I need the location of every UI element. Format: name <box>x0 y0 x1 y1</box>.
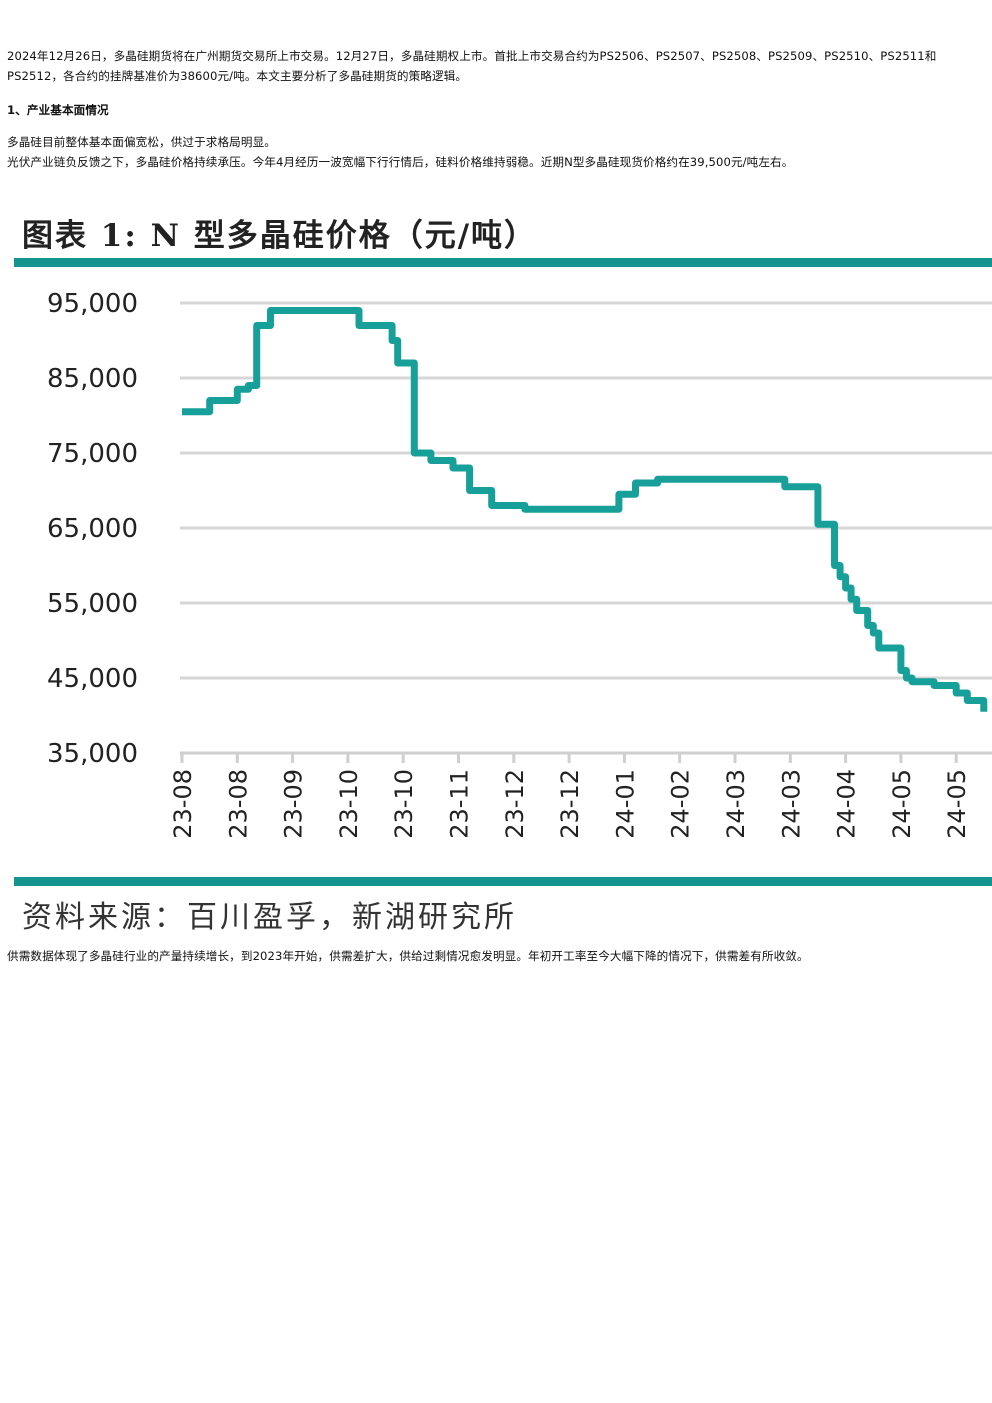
intro-paragraph: 2024年12月26日，多晶硅期货将在广州期货交易所上市交易。12月27日，多晶… <box>7 49 937 83</box>
x-tick-label: 23-10 <box>390 769 418 839</box>
section-heading: 1、产业基本面情况 <box>7 103 109 117</box>
x-tick-label: 23-11 <box>446 769 474 839</box>
x-tick-label: 24-04 <box>833 769 861 839</box>
figure-title: 图表 1: N 型多晶硅价格（元/吨） <box>22 218 538 254</box>
price-figure: 图表 1: N 型多晶硅价格（元/吨） 95,000 85,000 75,000 65… <box>0 200 992 945</box>
y-tick-label: 95,000 <box>47 289 138 319</box>
y-tick-label: 55,000 <box>47 589 138 619</box>
x-tick-label: 23-09 <box>280 769 308 839</box>
figure-top-rule <box>14 258 992 267</box>
x-tick-label: 23-08 <box>224 769 252 839</box>
price-line-chart: 95,000 85,000 75,000 65,000 55,000 45,000 35,0… <box>47 289 992 839</box>
paragraph-1: 多晶硅目前整体基本面偏宽松，供过于求格局明显。 <box>7 135 276 149</box>
price-series-line <box>182 307 988 712</box>
x-tick-label: 24-05 <box>888 769 916 839</box>
x-tick-label: 23-10 <box>335 769 363 839</box>
y-tick-label: 65,000 <box>47 514 138 544</box>
y-tick-label: 45,000 <box>47 664 138 694</box>
x-tick-label: 24-02 <box>667 769 695 839</box>
x-tick-label: 24-01 <box>611 769 639 839</box>
y-tick-label: 35,000 <box>47 739 138 769</box>
x-tick-label: 23-08 <box>169 769 197 839</box>
figure-bottom-rule <box>14 877 992 886</box>
x-tick-label: 24-03 <box>777 769 805 839</box>
x-tick-label: 24-03 <box>722 769 750 839</box>
paragraph-2: 光伏产业链负反馈之下，多晶硅价格持续承压。今年4月经历一波宽幅下行行情后，硅料价… <box>7 155 794 169</box>
x-tick-label: 24-05 <box>943 769 971 839</box>
y-tick-label: 75,000 <box>47 439 138 469</box>
figure-source: 资料来源：百川盈孚，新湖研究所 <box>22 900 517 935</box>
x-tick-label: 23-12 <box>556 769 584 839</box>
y-tick-label: 85,000 <box>47 364 138 394</box>
x-tick-label: 23-12 <box>501 769 529 839</box>
paragraph-after-figure: 供需数据体现了多晶硅行业的产量持续增长，到2023年开始，供需差扩大，供给过剩情… <box>7 949 809 963</box>
